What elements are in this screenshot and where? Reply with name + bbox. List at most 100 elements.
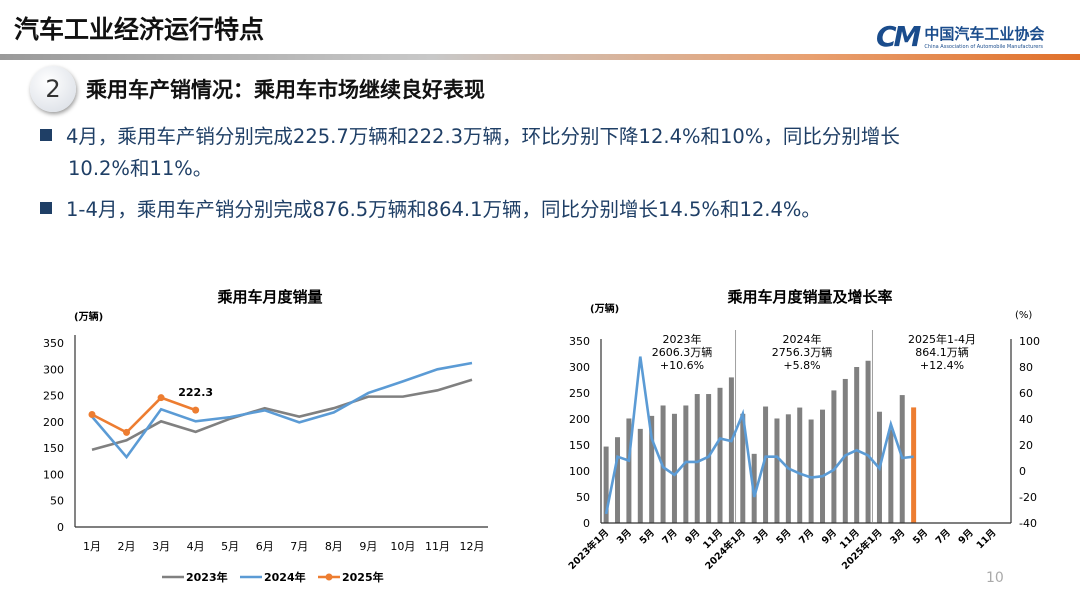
- sales-bar: [694, 394, 700, 523]
- y-tick-label-right: 60: [1019, 387, 1033, 400]
- x-tick-label: 2023年1月: [566, 527, 611, 572]
- series-line-2025年: [91, 396, 197, 434]
- chart-title: 乘用车月度销量及增长率: [726, 288, 892, 306]
- y-tick-label-left: 350: [569, 335, 590, 348]
- sales-bar: [649, 415, 655, 523]
- sales-bar: [888, 429, 894, 523]
- x-tick-label: 11月: [975, 527, 999, 551]
- x-tick-label: 8月: [325, 540, 343, 553]
- bullet-text: 4月，乘用车产销分别完成225.7万辆和222.3万辆，环比分别下降12.4%和…: [66, 125, 900, 148]
- y-axis-unit-right: (%): [1015, 310, 1032, 321]
- sales-bar: [911, 407, 917, 523]
- sales-bar: [842, 378, 848, 523]
- x-tick-label: 2月: [118, 540, 136, 553]
- y-tick-label: 100: [43, 468, 64, 481]
- period-annotation: 2023年: [663, 332, 702, 346]
- y-tick-label-left: 0: [583, 517, 590, 530]
- caam-logo: CM 中国汽车工业协会 China Association of Automob…: [876, 20, 1044, 53]
- data-label: 222.3: [178, 386, 213, 399]
- bullet-2: 1-4月，乘用车产销分别完成876.5万辆和864.1万辆，同比分别增长14.5…: [40, 194, 1050, 226]
- legend-label: 2023年: [186, 570, 228, 584]
- section-number: 2: [30, 66, 76, 112]
- y-tick-label: 350: [43, 337, 64, 350]
- x-tick-label: 3月: [888, 527, 907, 546]
- logo-mark: CM: [876, 20, 921, 53]
- x-tick-label: 7月: [290, 540, 308, 553]
- slide-title: 汽车工业经济运行特点: [14, 15, 265, 44]
- y-tick-label: 250: [43, 390, 64, 403]
- logo-cn: 中国汽车工业协会: [924, 25, 1045, 43]
- y-tick-label-left: 150: [569, 439, 590, 452]
- chart-title: 乘用车月度销量: [216, 288, 322, 306]
- sales-bar: [671, 413, 677, 523]
- sales-bar: [763, 406, 769, 523]
- legend-marker: [325, 573, 333, 581]
- sales-bar: [797, 407, 803, 523]
- sales-bar: [854, 367, 860, 523]
- x-tick-label: 1月: [83, 540, 101, 553]
- sales-bar: [615, 437, 621, 523]
- sales-bar: [774, 418, 780, 523]
- data-point: [157, 394, 165, 402]
- data-point: [123, 428, 131, 436]
- y-tick-label-right: -20: [1019, 491, 1037, 504]
- page-number: 10: [986, 570, 1004, 586]
- x-tick-label: 3月: [615, 527, 634, 546]
- bullet-text-cont: 10.2%和11%。: [68, 157, 213, 180]
- x-tick-label: 7月: [934, 527, 953, 546]
- bullet-text: 1-4月，乘用车产销分别完成876.5万辆和864.1万辆，同比分别增长14.5…: [66, 198, 821, 221]
- series-line-2023年: [91, 378, 473, 451]
- y-tick-label-right: 20: [1019, 439, 1033, 452]
- legend-label: 2025年: [342, 570, 384, 584]
- sales-bar: [637, 428, 643, 523]
- y-axis-unit-left: (万辆): [590, 302, 619, 315]
- x-tick-label: 5月: [221, 540, 239, 553]
- sales-bar: [717, 387, 723, 523]
- y-tick-label: 300: [43, 363, 64, 376]
- sales-bar: [706, 394, 712, 523]
- y-tick-label-right: 40: [1019, 413, 1033, 426]
- x-tick-label: 9月: [359, 540, 377, 553]
- y-tick-label-right: -40: [1019, 517, 1037, 530]
- x-tick-label: 7月: [660, 527, 679, 546]
- x-tick-label: 9月: [957, 527, 976, 546]
- sales-bar: [740, 413, 746, 523]
- y-tick-label-right: 100: [1019, 335, 1040, 348]
- y-axis-unit: (万辆): [74, 310, 103, 323]
- sales-bar: [728, 377, 734, 523]
- sales-bar: [626, 418, 632, 523]
- x-tick-label: 11月: [425, 540, 450, 553]
- sales-bar: [865, 360, 871, 523]
- x-tick-label: 6月: [256, 540, 274, 553]
- period-annotation: 2024年: [783, 332, 822, 346]
- section-title: 乘用车产销情况：乘用车市场继续良好表现: [86, 78, 485, 102]
- period-annotation: +5.8%: [783, 359, 820, 372]
- period-annotation: 2606.3万辆: [652, 345, 713, 359]
- x-tick-label: 5月: [911, 527, 930, 546]
- x-tick-label: 3月: [752, 527, 771, 546]
- y-tick-label-left: 100: [569, 465, 590, 478]
- logo-en: China Association of Automobile Manufact…: [924, 44, 1044, 50]
- x-tick-label: 5月: [638, 527, 657, 546]
- x-tick-label: 12月: [460, 540, 485, 553]
- y-tick-label-left: 200: [569, 413, 590, 426]
- y-tick-label: 200: [43, 416, 64, 429]
- growth-line: [604, 356, 914, 515]
- x-tick-label: 9月: [820, 527, 839, 546]
- sales-bar: [683, 405, 689, 523]
- bullet-square-icon: [40, 129, 52, 141]
- period-annotation: +10.6%: [660, 359, 704, 372]
- x-tick-label: 7月: [797, 527, 816, 546]
- period-annotation: 2756.3万辆: [772, 345, 833, 359]
- y-tick-label-left: 250: [569, 387, 590, 400]
- series-line-2024年: [91, 361, 473, 460]
- x-tick-label: 9月: [683, 527, 702, 546]
- y-tick-label-left: 300: [569, 361, 590, 374]
- y-tick-label: 0: [57, 521, 64, 534]
- data-point: [88, 410, 96, 418]
- sales-bar: [808, 419, 814, 523]
- sales-bar: [603, 446, 609, 523]
- y-tick-label-left: 50: [576, 491, 590, 504]
